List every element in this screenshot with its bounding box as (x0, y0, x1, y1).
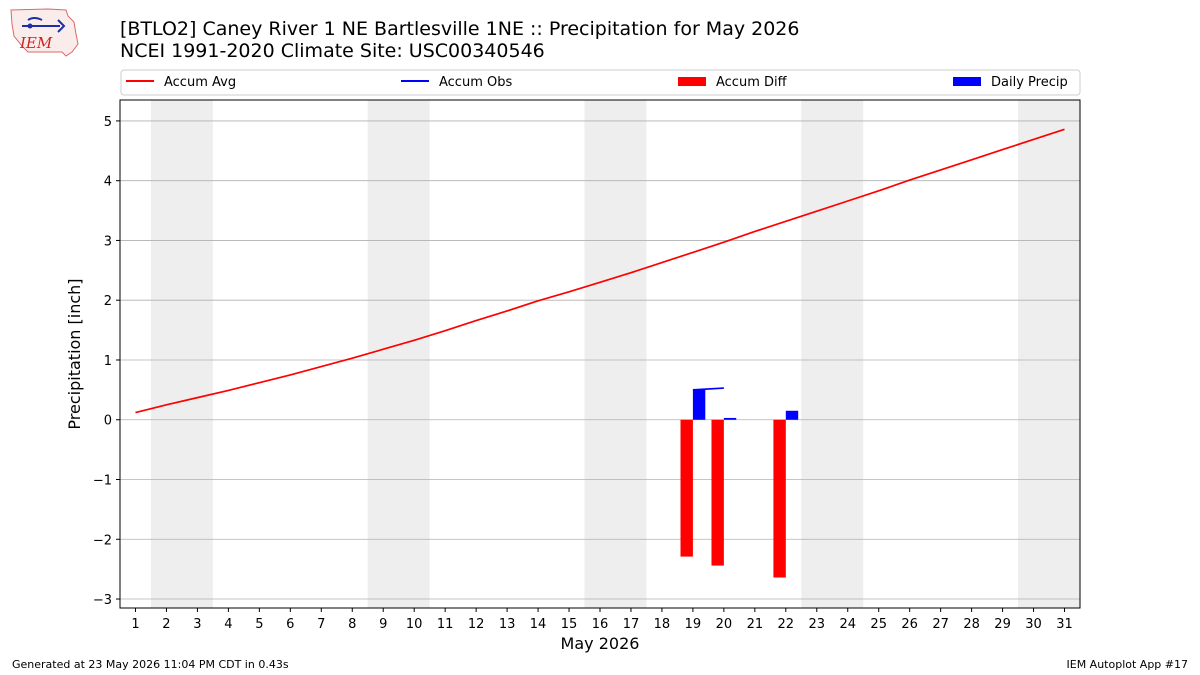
x-tick-label: 6 (286, 617, 294, 632)
accum-obs-line (692, 387, 724, 391)
accum-diff-bar (711, 419, 724, 566)
generated-footer: Generated at 23 May 2026 11:04 PM CDT in… (12, 658, 289, 671)
x-tick-label: 5 (255, 617, 263, 632)
legend-accum-avg-label: Accum Avg (164, 75, 236, 90)
x-tick-label: 4 (224, 617, 232, 632)
weekend-shade (150, 100, 213, 608)
accum-diff-bar (680, 419, 693, 557)
x-tick-label: 27 (932, 617, 949, 632)
accum-diff-bar (773, 419, 786, 578)
accum-avg-line (135, 128, 1065, 414)
x-tick-label: 30 (1025, 617, 1042, 632)
x-tick-label: 19 (685, 617, 702, 632)
x-tick-label: 7 (317, 617, 325, 632)
weekend-shade (367, 100, 430, 608)
chart-title: [BTLO2] Caney River 1 NE Bartlesville 1N… (120, 18, 800, 40)
svg-text:IEM: IEM (19, 34, 53, 52)
x-tick-label: 8 (348, 617, 356, 632)
y-tick-label: 1 (104, 354, 112, 369)
x-tick-label: 25 (870, 617, 887, 632)
legend-accum-obs-label: Accum Obs (439, 75, 512, 90)
chart-subtitle: NCEI 1991-2020 Climate Site: USC00340546 (120, 40, 545, 62)
x-tick-label: 11 (437, 617, 454, 632)
app-footer: IEM Autoplot App #17 (1066, 658, 1189, 671)
x-tick-label: 15 (561, 617, 578, 632)
daily-precip-bar (723, 417, 737, 420)
y-tick-label: −2 (93, 533, 112, 548)
x-tick-label: 1 (131, 617, 139, 632)
x-tick-label: 20 (716, 617, 733, 632)
y-axis-label: Precipitation [inch] (65, 278, 84, 429)
x-tick-label: 14 (530, 617, 547, 632)
weekend-shade (801, 100, 864, 608)
x-tick-label: 9 (379, 617, 387, 632)
x-tick-label: 21 (747, 617, 764, 632)
iem-logo: IEM (10, 8, 79, 57)
weekend-shade (1018, 100, 1080, 608)
legend-box (120, 69, 1081, 96)
legend-daily-precip-label: Daily Precip (991, 75, 1068, 90)
x-tick-label: 10 (406, 617, 423, 632)
x-tick-label: 3 (193, 617, 201, 632)
y-tick-label: 4 (104, 175, 112, 190)
x-tick-label: 16 (592, 617, 609, 632)
x-tick-label: 23 (809, 617, 826, 632)
legend-accum-diff-swatch (678, 77, 706, 86)
x-tick-label: 17 (623, 617, 640, 632)
x-tick-label: 28 (963, 617, 980, 632)
x-tick-label: 22 (778, 617, 795, 632)
x-tick-label: 31 (1056, 617, 1073, 632)
daily-precip-bar (785, 410, 799, 420)
legend-accum-diff-label: Accum Diff (716, 75, 788, 90)
x-tick-label: 12 (468, 617, 485, 632)
weekend-shade (584, 100, 647, 608)
y-tick-label: 2 (104, 294, 112, 309)
x-tick-label: 2 (162, 617, 170, 632)
legend-daily-precip-swatch (953, 77, 981, 86)
x-tick-label: 26 (901, 617, 918, 632)
y-tick-label: 5 (104, 115, 112, 130)
x-tick-label: 24 (839, 617, 856, 632)
y-tick-label: 0 (104, 414, 112, 429)
x-tick-label: 18 (654, 617, 671, 632)
y-tick-label: −3 (93, 593, 112, 608)
daily-precip-bar (692, 389, 706, 420)
x-axis-label: May 2026 (561, 634, 640, 653)
x-tick-label: 29 (994, 617, 1011, 632)
y-tick-label: −1 (93, 474, 112, 489)
y-tick-label: 3 (104, 234, 112, 249)
x-tick-label: 13 (499, 617, 516, 632)
